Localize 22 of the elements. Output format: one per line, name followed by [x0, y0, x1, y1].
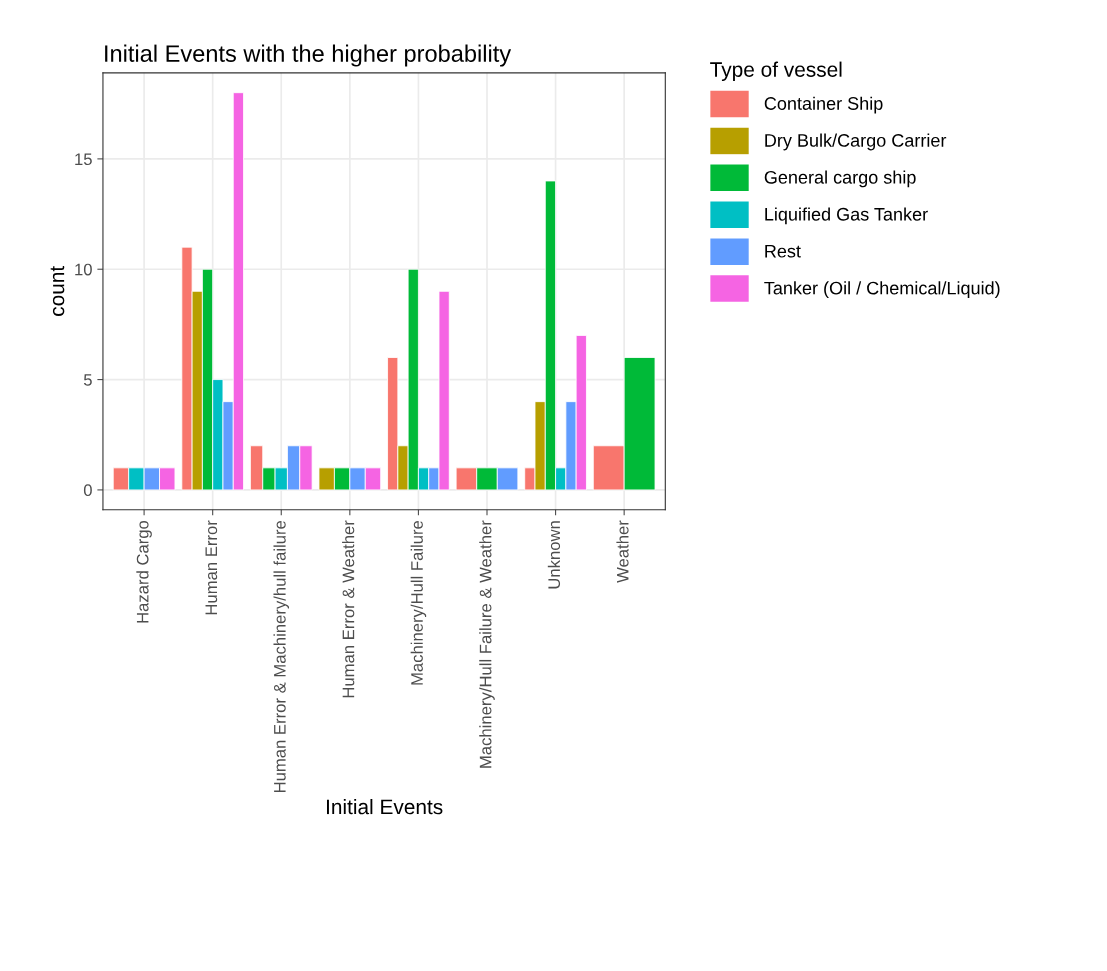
- x-tick-label: Human Error & Weather: [342, 520, 355, 698]
- legend-label: Liquified Gas Tanker: [765, 207, 928, 225]
- x-tick-label: Unknown: [547, 521, 561, 589]
- x-axis-title: Initial Events: [327, 798, 443, 815]
- legend-label: Rest: [765, 244, 801, 258]
- legend-label: Container Ship: [764, 96, 883, 114]
- y-axis-title: count: [50, 265, 65, 316]
- x-tick-label: Weather: [616, 520, 629, 583]
- x-tick-label: Human Error & Machinery/hull failure: [273, 520, 290, 793]
- chart-title: Initial Events with the higher probability: [105, 44, 512, 67]
- x-tick-label: Human Error: [205, 520, 218, 615]
- x-tick-label: Machinery/Hull Failure & Weather: [479, 520, 495, 768]
- legend-title: Type of vessel: [710, 61, 842, 81]
- y-tick-label: 0: [83, 484, 92, 497]
- legend-label: Dry Bulk/Cargo Carrier: [765, 133, 947, 151]
- legend-label: Tanker (Oil / Chemical/Liquid): [764, 281, 1000, 299]
- x-tick-label: Hazard Cargo: [136, 520, 152, 623]
- y-tick-label: 15: [75, 153, 92, 166]
- y-tick-label: 10: [75, 263, 92, 276]
- legend-label: General cargo ship: [764, 170, 916, 188]
- x-tick-label: Machinery/Hull Failure: [410, 520, 427, 685]
- y-tick-label: 5: [83, 374, 92, 386]
